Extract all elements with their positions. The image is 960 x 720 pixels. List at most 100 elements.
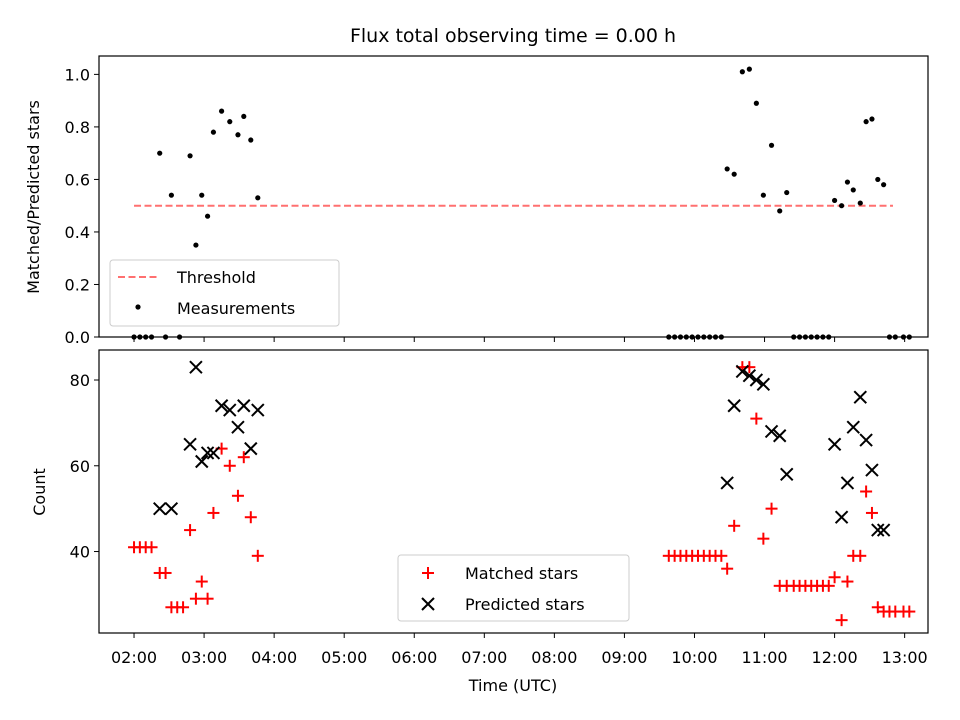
cross-stroke	[742, 369, 757, 383]
x-tick-label: 13:00	[882, 648, 928, 667]
cross-stroke	[827, 437, 842, 452]
measurement-point	[218, 108, 225, 114]
measurement-point	[157, 150, 163, 156]
x-tick-label: 07:00	[461, 648, 507, 667]
measurement-point	[255, 195, 261, 201]
predicted-star-point	[840, 476, 855, 490]
legend-measurements-swatch	[135, 304, 141, 310]
measurement-point	[831, 197, 838, 204]
legend-matched-swatch	[422, 567, 434, 579]
measurement-point	[204, 213, 211, 219]
matched-star-point	[223, 459, 236, 472]
cross-stroke	[834, 510, 849, 524]
cross-stroke	[749, 373, 764, 387]
y-tick-label: 0.4	[65, 223, 90, 242]
matched-star-point	[757, 532, 770, 545]
cross-stroke	[189, 360, 203, 374]
predicted-star-point	[865, 463, 879, 477]
predicted-star-point	[195, 454, 209, 469]
bottom-legend: Matched stars Predicted stars	[397, 554, 630, 622]
predicted-star-point	[189, 360, 203, 374]
top-y-axis: 0.0 0.2 0.4 0.6 0.8 1.0	[65, 65, 99, 347]
top-plot: 0.0 0.2 0.4 0.6 0.8 1.0 Matched/Predicted sta…	[24, 55, 929, 347]
cross-stroke	[237, 399, 251, 413]
legend-predicted-label: Predicted stars	[465, 595, 585, 614]
top-x-ticks	[133, 337, 906, 342]
x-tick-label: 10:00	[671, 648, 717, 667]
x-tick-label: 03:00	[181, 648, 227, 667]
measurement-point	[777, 208, 783, 214]
matched-star-point	[244, 511, 257, 524]
measurement-point	[746, 66, 752, 72]
cross-stroke	[153, 501, 167, 516]
measurement-point	[731, 171, 737, 177]
x-tick-label: 09:00	[601, 648, 647, 667]
matched-star-point	[207, 506, 220, 519]
matched-star-point	[189, 592, 202, 605]
measurement-point	[838, 203, 845, 209]
measurement-point	[739, 69, 745, 75]
matched-star-point	[721, 562, 734, 575]
measurement-point	[875, 176, 881, 183]
bottom-x-axis: 02:00 03:00 04:00 05:00 06:00 07:00 08:00 09:00…	[111, 633, 928, 667]
measurement-point	[844, 179, 851, 185]
predicted-star-point	[871, 523, 885, 537]
top-plot-frame	[98, 55, 929, 338]
matched-star-point	[251, 549, 264, 562]
cross-stroke	[780, 467, 794, 482]
y-tick-label: 0.0	[65, 328, 90, 347]
predicted-star-point	[164, 501, 179, 516]
measurement-point	[863, 119, 869, 125]
predicted-star-point	[773, 429, 787, 443]
measurement-point	[235, 132, 241, 138]
y-tick-label: 1.0	[65, 65, 90, 84]
matched-star-point	[854, 549, 867, 562]
cross-stroke	[764, 424, 779, 439]
measurement-point	[753, 100, 759, 106]
measurement-point	[199, 192, 205, 198]
predicted-star-point	[244, 441, 258, 456]
predicted-star-point	[251, 403, 265, 417]
x-tick-label: 11:00	[741, 648, 787, 667]
predicted-star-point	[214, 399, 229, 413]
predicted-star-point	[153, 501, 167, 516]
cross-stroke	[727, 399, 741, 413]
measurement-point	[857, 200, 863, 206]
measurement-point	[724, 166, 730, 172]
cross-stroke	[846, 420, 860, 434]
y-tick-label: 80	[70, 371, 90, 390]
matched-star-point	[765, 502, 778, 515]
cross-stroke	[421, 597, 435, 611]
cross-stroke	[164, 501, 179, 516]
predicted-star-point	[223, 403, 237, 417]
predicted-star-point	[735, 364, 750, 379]
cross-stroke	[773, 429, 787, 443]
predicted-star-point	[206, 446, 221, 460]
y-tick-label: 0.2	[65, 275, 90, 294]
measurement-point	[869, 116, 875, 122]
predicted-star-point	[764, 424, 779, 439]
x-tick-label: 02:00	[111, 648, 157, 667]
predicted-star-point	[834, 510, 849, 524]
cross-stroke	[853, 390, 867, 404]
predicted-star-point	[876, 523, 891, 537]
legend-frame	[397, 554, 630, 622]
cross-stroke	[865, 463, 879, 477]
bottom-plot-frame	[98, 349, 929, 634]
measurement-point	[784, 189, 790, 196]
cross-stroke	[214, 399, 229, 413]
bottom-x-axis-label: Time (UTC)	[468, 676, 557, 695]
top-y-axis-label: Matched/Predicted stars	[24, 100, 43, 294]
matched-star-point	[728, 519, 741, 532]
legend-matched-label: Matched stars	[465, 564, 578, 583]
measurement-point	[193, 242, 199, 248]
measurement-point	[241, 113, 247, 120]
matched-star-point	[177, 601, 190, 614]
cross-stroke	[251, 403, 265, 417]
measurement-point	[210, 129, 217, 135]
matched-star-point	[865, 506, 878, 519]
chart-title: Flux total observing time = 0.00 h	[350, 25, 676, 47]
cross-stroke	[756, 377, 771, 392]
predicted-star-point	[742, 369, 757, 383]
